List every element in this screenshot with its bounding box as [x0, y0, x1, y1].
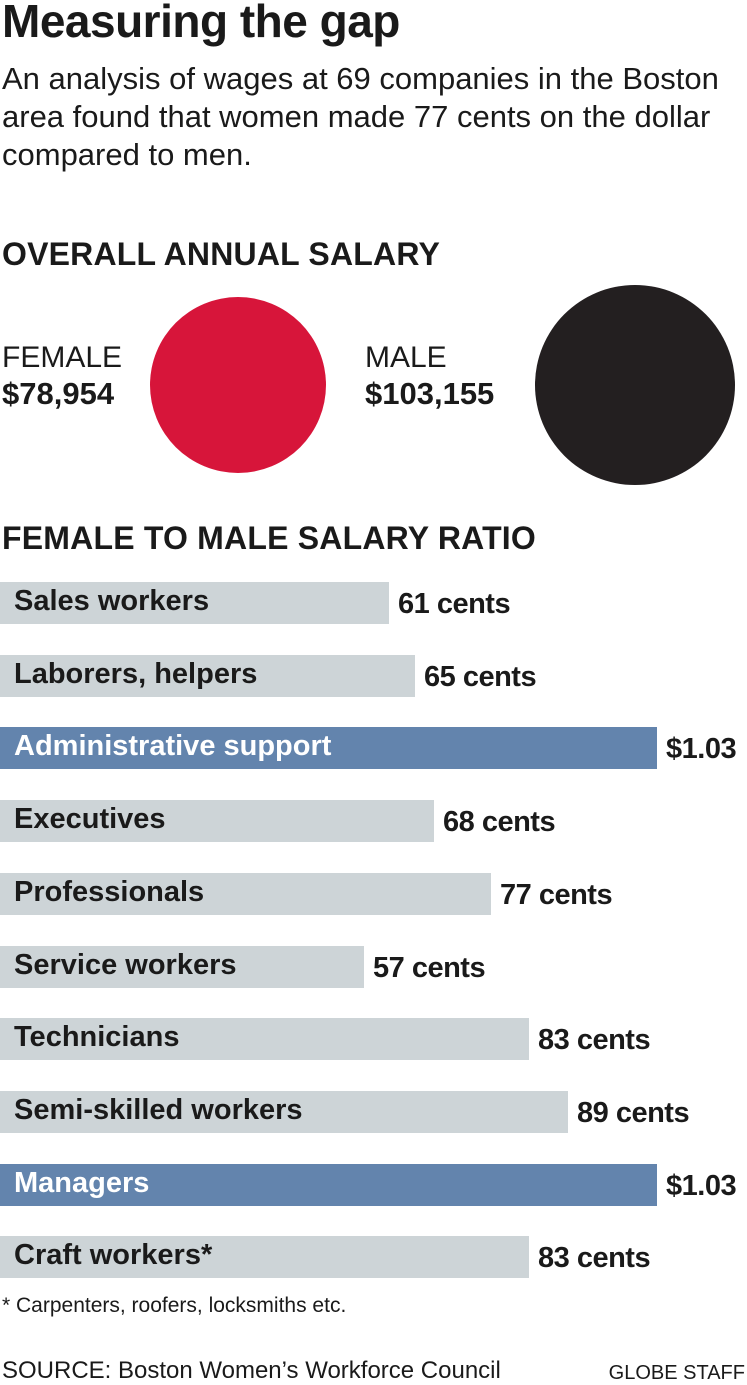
bar-value-label: 77 cents — [500, 879, 613, 911]
bar — [0, 873, 491, 915]
bar — [0, 800, 434, 842]
bar — [0, 946, 364, 988]
bar-category-label: Managers — [14, 1167, 150, 1199]
chart-subtitle: An analysis of wages at 69 companies in … — [2, 61, 719, 172]
bar — [0, 1018, 529, 1060]
bar — [0, 1164, 657, 1206]
bar-category-label: Laborers, helpers — [14, 658, 258, 690]
bar-row: Semi-skilled workers 89 cents — [0, 1091, 747, 1137]
bar-row: Laborers, helpers 65 cents — [0, 655, 747, 701]
female-salary-text: FEMALE $78,954 — [2, 340, 122, 412]
female-salary-circle — [150, 297, 326, 473]
male-salary-text: MALE $103,155 — [365, 340, 494, 412]
bar-category-label: Administrative support — [14, 730, 332, 762]
bar — [0, 655, 415, 697]
bar — [0, 727, 657, 769]
bar-category-label: Executives — [14, 803, 166, 835]
bar — [0, 1091, 568, 1133]
bar-category-label: Service workers — [14, 949, 237, 981]
bar-row: Craft workers* 83 cents — [0, 1236, 747, 1282]
male-label: MALE — [365, 341, 447, 374]
bar-value-label: $1.03 — [666, 733, 737, 765]
bar-row: Administrative support $1.03 — [0, 727, 747, 773]
bar-category-label: Technicians — [14, 1021, 180, 1053]
ratio-section-heading: FEMALE TO MALE SALARY RATIO — [2, 520, 536, 556]
bar-category-label: Professionals — [14, 876, 205, 908]
bar-value-label: 57 cents — [373, 952, 486, 984]
bar-value-label: $1.03 — [666, 1170, 737, 1202]
source-line: SOURCE: Boston Women’s Workforce Council — [2, 1357, 501, 1384]
bar-value-label: 65 cents — [424, 661, 537, 693]
bar-category-label: Sales workers — [14, 585, 210, 617]
salary-section-heading: OVERALL ANNUAL SALARY — [2, 236, 440, 272]
bar-category-label: Semi-skilled workers — [14, 1094, 303, 1126]
bar — [0, 582, 389, 624]
bar-row: Executives 68 cents — [0, 800, 747, 846]
bar-value-label: 61 cents — [398, 588, 511, 620]
bar-row: Managers $1.03 — [0, 1164, 747, 1210]
credit-line: GLOBE STAFF — [608, 1362, 745, 1384]
footnote: * Carpenters, roofers, locksmiths etc. — [2, 1294, 347, 1317]
bar-row: Sales workers 61 cents — [0, 582, 747, 628]
bar-row: Professionals 77 cents — [0, 873, 747, 919]
bar-value-label: 89 cents — [577, 1097, 690, 1129]
bar-row: Technicians 83 cents — [0, 1018, 747, 1064]
male-salary-value: $103,155 — [365, 376, 495, 411]
bar-row: Service workers 57 cents — [0, 946, 747, 992]
chart-title: Measuring the gap — [2, 0, 400, 47]
male-salary-circle — [535, 285, 735, 485]
female-label: FEMALE — [2, 341, 123, 374]
bar-category-label: Craft workers* — [14, 1239, 213, 1271]
female-salary-value: $78,954 — [2, 376, 115, 411]
bar-value-label: 83 cents — [538, 1024, 651, 1056]
bar-value-label: 83 cents — [538, 1242, 651, 1274]
bar — [0, 1236, 529, 1278]
bar-value-label: 68 cents — [443, 806, 556, 838]
